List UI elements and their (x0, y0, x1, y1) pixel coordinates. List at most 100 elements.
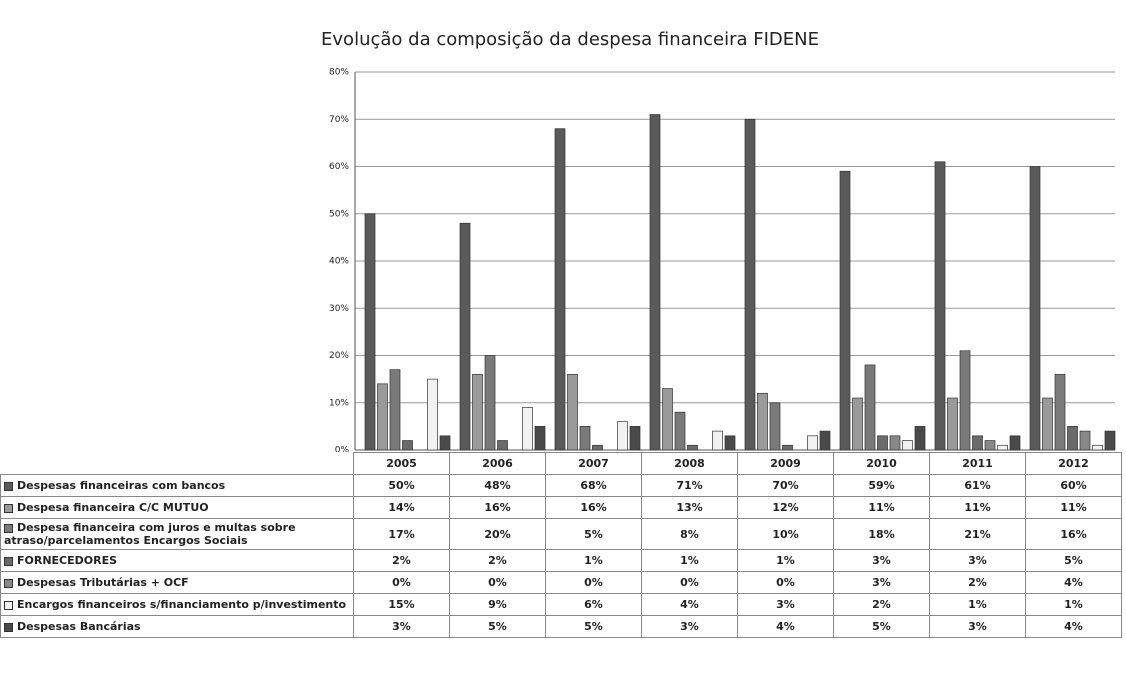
value-cell: 11% (929, 496, 1026, 519)
y-tick-label: 70% (329, 115, 349, 125)
value-cell: 61% (929, 474, 1026, 497)
bar (1092, 444, 1103, 451)
value-cell: 48% (449, 474, 546, 497)
value-cell: 0% (545, 571, 642, 594)
legend-entry: Despesa financeira C/C MUTUO (0, 496, 354, 519)
bar (484, 355, 496, 451)
legend-entry: FORNECEDORES (0, 549, 354, 572)
value-cell: 17% (353, 518, 450, 550)
bar (534, 426, 546, 451)
value-cell: 11% (833, 496, 930, 519)
legend-entry: Despesas Bancárias (0, 615, 354, 638)
bar (364, 213, 376, 451)
bar (1054, 374, 1066, 451)
value-cell: 2% (353, 549, 450, 572)
series-row: FORNECEDORES 2% 2% 1% 1% 1% 3% 3% 5% (0, 549, 1122, 572)
legend-swatch (4, 481, 13, 491)
series-row: Despesa financeira com juros e multas so… (0, 518, 1122, 550)
legend-entry: Despesa financeira com juros e multas so… (0, 518, 354, 550)
value-cell: 3% (929, 549, 1026, 572)
value-cell: 4% (737, 615, 834, 638)
value-cell: 8% (641, 518, 738, 550)
value-cell: 70% (737, 474, 834, 497)
value-cell: 6% (545, 593, 642, 616)
bar (972, 435, 983, 451)
legend-label: Despesa financeira com juros e multas so… (4, 521, 296, 547)
legend-label: Encargos financeiros s/financiamento p/i… (17, 598, 347, 611)
value-cell: 1% (545, 549, 642, 572)
value-cell: 16% (545, 496, 642, 519)
chart-title: Evolução da composição da despesa financ… (321, 29, 819, 50)
value-cell: 71% (641, 474, 738, 497)
value-cell: 15% (353, 593, 450, 616)
bar (1029, 166, 1041, 451)
bar (712, 430, 723, 451)
series-row: Encargos financeiros s/financiamento p/i… (0, 593, 1122, 616)
bar (877, 435, 888, 451)
value-cell: 60% (1025, 474, 1122, 497)
legend-label: Despesas financeiras com bancos (17, 479, 226, 492)
bar (1067, 426, 1078, 451)
data-table: 2005 2006 2007 2008 2009 2010 2011 2012 Despesas… (0, 452, 1122, 638)
value-cell: 0% (353, 571, 450, 594)
y-tick-label: 40% (329, 257, 349, 267)
bar (1104, 430, 1116, 451)
value-cell: 0% (449, 571, 546, 594)
value-cell: 4% (1025, 571, 1122, 594)
bar (472, 374, 483, 451)
legend-entry: Despesas financeiras com bancos (0, 474, 354, 497)
corner-cell (0, 452, 354, 475)
bar (984, 440, 996, 451)
legend-swatch (4, 523, 13, 533)
value-cell: 1% (1025, 593, 1122, 616)
value-cell: 5% (833, 615, 930, 638)
series-row: Despesas financeiras com bancos 50% 48% 68%… (0, 474, 1122, 497)
series-row: Despesa financeira C/C MUTUO 14% 16% 16% 13%… (0, 496, 1122, 519)
value-cell: 2% (449, 549, 546, 572)
bar (687, 444, 698, 451)
value-cell: 68% (545, 474, 642, 497)
value-cell: 3% (833, 571, 930, 594)
legend-swatch (4, 503, 13, 513)
bar (1079, 430, 1091, 451)
value-cell: 16% (1025, 518, 1122, 550)
bar (567, 374, 578, 451)
x-tick-label: 2006 (449, 452, 546, 475)
bar (649, 114, 661, 451)
value-cell: 21% (929, 518, 1026, 550)
bar (497, 440, 508, 451)
value-cell: 16% (449, 496, 546, 519)
bar (757, 392, 768, 451)
bar (592, 444, 603, 451)
value-cell: 18% (833, 518, 930, 550)
y-tick-label: 80% (329, 68, 349, 78)
y-tick-label: 0% (335, 446, 350, 453)
bar (997, 444, 1008, 451)
chart: Evolução da composição da despesa financ… (321, 29, 1116, 453)
series-row: Despesas Bancárias 3% 5% 5% 3% 4% 5% 3% 4% (0, 615, 1122, 638)
y-tick-label: 50% (329, 209, 349, 219)
value-cell: 4% (641, 593, 738, 616)
legend-swatch (4, 622, 13, 632)
bar (819, 430, 831, 451)
bar (402, 440, 413, 451)
value-cell: 5% (545, 615, 642, 638)
bar (947, 397, 958, 451)
bar (724, 435, 736, 451)
value-cell: 3% (641, 615, 738, 638)
value-cell: 3% (929, 615, 1026, 638)
value-cell: 10% (737, 518, 834, 550)
bar (959, 350, 971, 451)
bar (807, 435, 818, 451)
bar (782, 444, 793, 451)
bar (579, 426, 591, 451)
legend-label: Despesa financeira C/C MUTUO (17, 501, 209, 514)
value-cell: 2% (929, 571, 1026, 594)
value-cell: 9% (449, 593, 546, 616)
bar (1009, 435, 1021, 451)
value-cell: 5% (1025, 549, 1122, 572)
bar (769, 402, 781, 451)
legend-label: Despesas Tributárias + OCF (17, 576, 189, 589)
header-row: 2005 2006 2007 2008 2009 2010 2011 2012 (0, 452, 1122, 475)
